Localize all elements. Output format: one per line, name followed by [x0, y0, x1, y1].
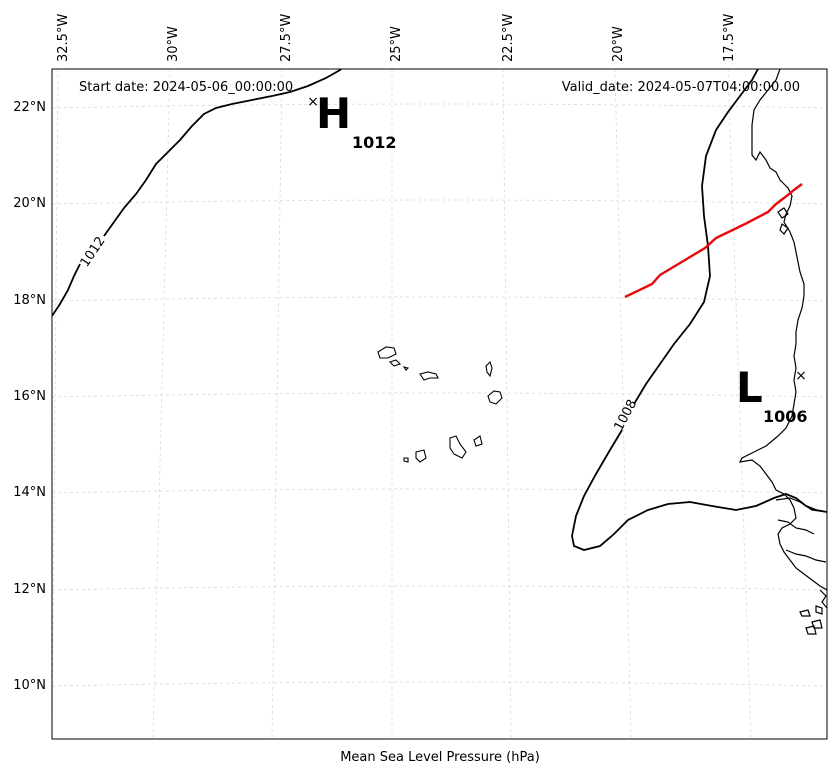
meridian-line [502, 69, 512, 739]
lon-tick-label: 27.5°W [279, 14, 294, 62]
africa-coastline [738, 69, 827, 591]
map-frame [51, 68, 828, 740]
lat-tick-label: 20°N [13, 196, 46, 211]
meridian-line [614, 69, 632, 739]
island-sao-vicente [388, 359, 402, 367]
meridian-line [152, 69, 171, 739]
island-brava [403, 457, 409, 463]
island-santa-luzia [402, 366, 410, 371]
island-santiago [449, 435, 467, 459]
low-center-value: 1006 [763, 407, 808, 426]
storm-track [624, 183, 803, 299]
coast-detail [779, 223, 789, 235]
parallel-line [52, 103, 827, 109]
lon-tick-label: 17.5°W [722, 14, 737, 62]
bissagos-islands [799, 605, 823, 635]
coast-detail [819, 589, 827, 609]
lon-tick-label: 22.5°W [501, 14, 516, 62]
isobar-label: 1008 [612, 397, 641, 433]
lat-tick-label: 18°N [13, 293, 46, 308]
isobar-1008 [571, 69, 827, 551]
isobar-1012 [52, 69, 343, 317]
field-label: Mean Sea Level Pressure (hPa) [340, 750, 540, 765]
meridian-line [727, 69, 752, 739]
lon-tick-label: 32.5°W [56, 14, 71, 62]
low-center-marker-icon: × [795, 368, 807, 384]
parallel-line [52, 681, 827, 687]
lat-tick-label: 22°N [13, 100, 46, 115]
valid-date-label: Valid_date: 2024-05-07T04:00:00.00 [562, 80, 800, 95]
longitude-tick-labels: 32.5°W 30°W 27.5°W 25°W 22.5°W 20°W 17.5… [56, 14, 737, 62]
lat-tick-label: 14°N [13, 485, 46, 500]
high-center-marker-icon: × [307, 94, 319, 110]
coast-detail [777, 519, 815, 535]
cape-verde-islands [377, 346, 503, 463]
map-area: × × [52, 69, 827, 739]
island-sal [485, 360, 493, 378]
low-center-letter: L [736, 363, 763, 412]
island-maio [473, 435, 483, 447]
lat-tick-label: 10°N [13, 678, 46, 693]
lat-tick-label: 16°N [13, 389, 46, 404]
isobar-label: 1012 [78, 234, 109, 270]
lon-tick-label: 25°W [389, 26, 404, 62]
island-fogo [415, 449, 427, 463]
lat-tick-label: 12°N [13, 582, 46, 597]
parallel-line [52, 585, 827, 591]
lon-tick-label: 30°W [166, 26, 181, 62]
island-boa-vista [487, 390, 503, 405]
parallel-line [52, 199, 827, 205]
island-santo-antao [377, 346, 397, 359]
meridian-line [271, 69, 283, 739]
parallel-line [52, 488, 827, 494]
parallel-line [52, 296, 827, 302]
high-center-letter: H [316, 89, 351, 138]
parallel-line [52, 392, 827, 398]
coast-detail [785, 549, 827, 563]
coast-detail [777, 207, 789, 219]
high-center-value: 1012 [352, 133, 397, 152]
start-date-label: Start date: 2024-05-06_00:00:00 [79, 80, 293, 95]
graticule [52, 69, 827, 739]
latitude-tick-labels: 22°N 20°N 18°N 16°N 14°N 12°N 10°N [13, 100, 46, 693]
meridian-line [52, 69, 59, 739]
lon-tick-label: 20°W [611, 26, 626, 62]
island-sao-nicolau [419, 371, 439, 381]
